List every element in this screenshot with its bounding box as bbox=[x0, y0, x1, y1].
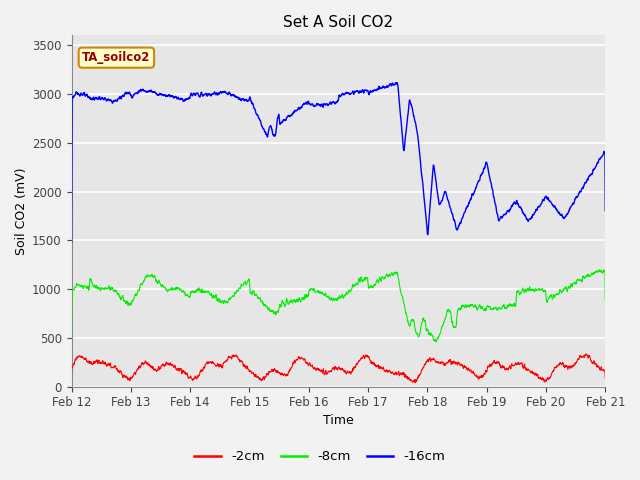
Legend: -2cm, -8cm, -16cm: -2cm, -8cm, -16cm bbox=[189, 445, 451, 468]
Y-axis label: Soil CO2 (mV): Soil CO2 (mV) bbox=[15, 167, 28, 255]
Title: Set A Soil CO2: Set A Soil CO2 bbox=[284, 15, 394, 30]
Text: TA_soilco2: TA_soilco2 bbox=[82, 51, 150, 64]
X-axis label: Time: Time bbox=[323, 414, 354, 427]
